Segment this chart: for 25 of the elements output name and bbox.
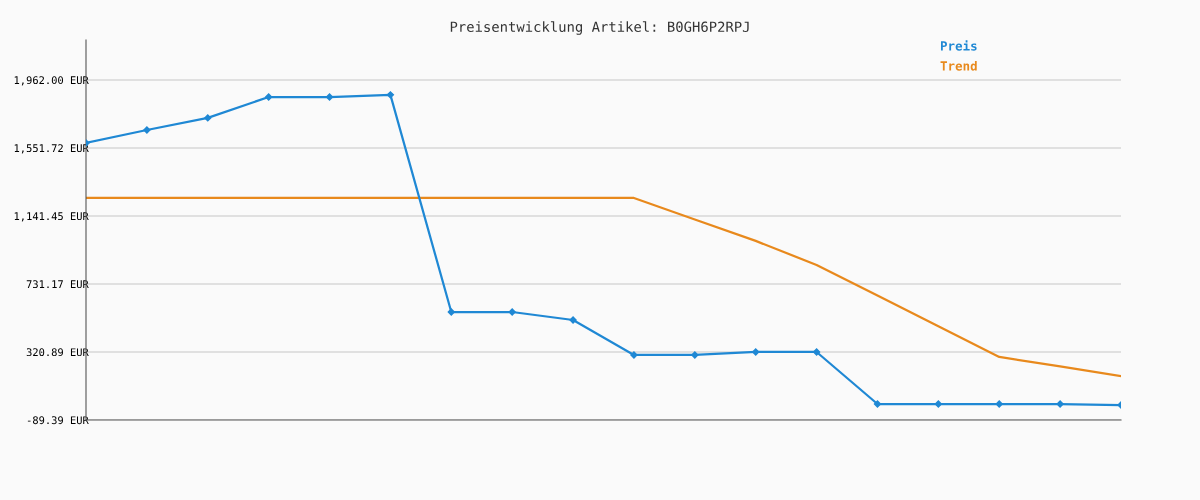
chart-title: Preisentwicklung Artikel: B0GH6P2RPJ — [450, 21, 749, 35]
text: Preis — [940, 40, 977, 51]
y-tick-label: 1,141.45 EUR — [14, 212, 89, 222]
y-tick-label: -89.39 EUR — [27, 416, 89, 425]
point — [265, 93, 273, 101]
point — [386, 91, 395, 99]
point — [204, 114, 212, 122]
point — [447, 308, 455, 316]
point — [934, 400, 942, 408]
point — [873, 400, 882, 408]
point — [143, 126, 151, 134]
point — [1056, 400, 1064, 408]
y-tick-label: 1,962.00 EUR — [14, 76, 89, 86]
point — [630, 351, 638, 359]
point — [569, 316, 577, 324]
y-tick-label: 320.89 EUR — [26, 348, 89, 357]
point — [752, 348, 760, 356]
point — [691, 351, 699, 359]
y-tick-label: 1,551.72 EUR — [14, 144, 89, 154]
text: Trend — [940, 60, 977, 71]
point — [995, 400, 1003, 408]
point — [508, 308, 516, 316]
point — [812, 348, 821, 356]
point — [325, 93, 334, 101]
y-tick-label: 731.17 EUR — [26, 280, 89, 289]
